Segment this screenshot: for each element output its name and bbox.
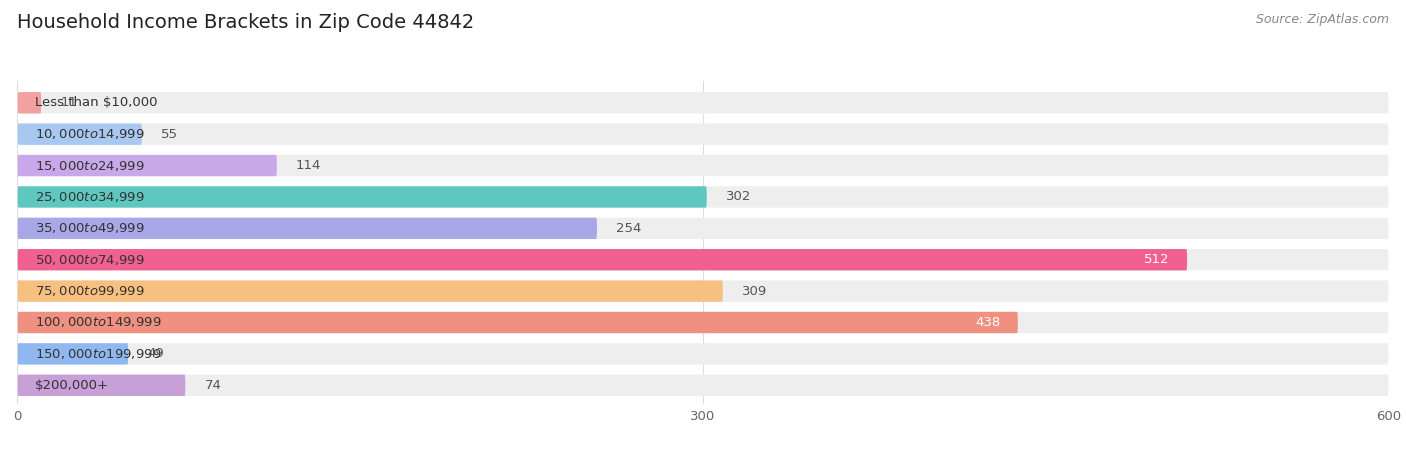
Text: $200,000+: $200,000+ — [35, 379, 110, 392]
FancyBboxPatch shape — [18, 281, 1388, 302]
FancyBboxPatch shape — [18, 218, 598, 239]
FancyBboxPatch shape — [18, 155, 277, 176]
Text: $35,000 to $49,999: $35,000 to $49,999 — [35, 221, 145, 235]
Text: 49: 49 — [148, 348, 165, 361]
FancyBboxPatch shape — [18, 186, 707, 207]
FancyBboxPatch shape — [18, 343, 128, 365]
Text: 254: 254 — [616, 222, 641, 235]
FancyBboxPatch shape — [18, 123, 1388, 145]
Text: 74: 74 — [204, 379, 221, 392]
FancyBboxPatch shape — [18, 218, 1388, 239]
Text: Less than $10,000: Less than $10,000 — [35, 96, 157, 109]
Text: $10,000 to $14,999: $10,000 to $14,999 — [35, 127, 145, 141]
Text: $15,000 to $24,999: $15,000 to $24,999 — [35, 158, 145, 172]
FancyBboxPatch shape — [18, 92, 41, 114]
FancyBboxPatch shape — [18, 123, 142, 145]
Text: 55: 55 — [160, 128, 179, 141]
FancyBboxPatch shape — [18, 281, 723, 302]
Text: 114: 114 — [295, 159, 322, 172]
Text: 309: 309 — [742, 285, 768, 298]
Text: $25,000 to $34,999: $25,000 to $34,999 — [35, 190, 145, 204]
FancyBboxPatch shape — [18, 374, 1388, 396]
FancyBboxPatch shape — [18, 92, 1388, 114]
Text: 438: 438 — [976, 316, 1000, 329]
FancyBboxPatch shape — [18, 374, 186, 396]
FancyBboxPatch shape — [18, 249, 1187, 270]
FancyBboxPatch shape — [18, 186, 1388, 207]
Text: $75,000 to $99,999: $75,000 to $99,999 — [35, 284, 145, 298]
FancyBboxPatch shape — [18, 249, 1388, 270]
FancyBboxPatch shape — [18, 155, 1388, 176]
FancyBboxPatch shape — [18, 312, 1018, 333]
Text: Source: ZipAtlas.com: Source: ZipAtlas.com — [1256, 13, 1389, 26]
Text: Household Income Brackets in Zip Code 44842: Household Income Brackets in Zip Code 44… — [17, 13, 474, 32]
Text: 11: 11 — [60, 96, 77, 109]
FancyBboxPatch shape — [18, 312, 1388, 333]
Text: $50,000 to $74,999: $50,000 to $74,999 — [35, 253, 145, 267]
Text: 302: 302 — [725, 190, 751, 203]
Text: 512: 512 — [1144, 253, 1170, 266]
Text: $100,000 to $149,999: $100,000 to $149,999 — [35, 316, 162, 330]
FancyBboxPatch shape — [18, 343, 1388, 365]
Text: $150,000 to $199,999: $150,000 to $199,999 — [35, 347, 162, 361]
